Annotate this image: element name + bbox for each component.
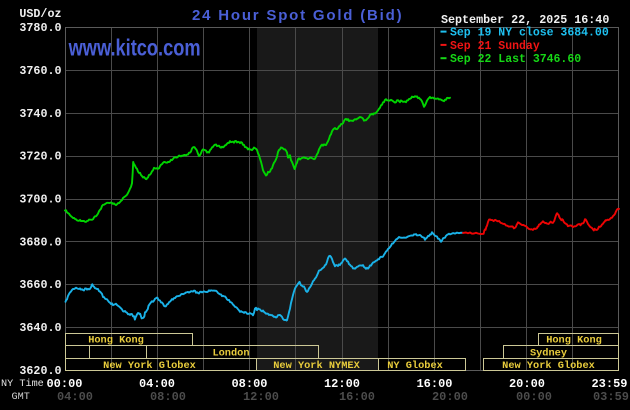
svg-text:3620.0: 3620.0	[19, 364, 61, 378]
svg-text:12:00: 12:00	[324, 377, 360, 391]
svg-text:3680.0: 3680.0	[19, 235, 61, 249]
svg-text:04:00: 04:00	[139, 377, 175, 391]
svg-text:NY Globex: NY Globex	[387, 360, 443, 372]
svg-text:20:00: 20:00	[509, 377, 545, 391]
svg-text:04:00: 04:00	[57, 390, 93, 404]
svg-text:16:00: 16:00	[416, 377, 452, 391]
svg-text:www.kitco.com: www.kitco.com	[68, 35, 201, 61]
svg-text:03:59: 03:59	[593, 390, 629, 404]
svg-text:3640.0: 3640.0	[19, 321, 61, 335]
svg-text:12:00: 12:00	[243, 390, 279, 404]
svg-text:New York Globex: New York Globex	[502, 360, 595, 372]
svg-text:Sep 21 Sunday: Sep 21 Sunday	[450, 40, 540, 53]
svg-text:Hong Kong: Hong Kong	[546, 335, 602, 347]
svg-text:3660.0: 3660.0	[19, 278, 61, 292]
svg-text:GMT: GMT	[12, 392, 30, 403]
svg-text:Sydney: Sydney	[530, 347, 567, 359]
svg-text:New York Globex: New York Globex	[103, 360, 196, 372]
svg-text:24 Hour Spot Gold (Bid): 24 Hour Spot Gold (Bid)	[192, 7, 403, 24]
svg-text:London: London	[212, 347, 249, 359]
svg-text:00:00: 00:00	[516, 390, 552, 404]
svg-text:08:00: 08:00	[150, 390, 186, 404]
svg-text:08:00: 08:00	[231, 377, 267, 391]
svg-text:3780.0: 3780.0	[19, 21, 61, 35]
svg-text:3720.0: 3720.0	[19, 150, 61, 164]
svg-text:3740.0: 3740.0	[19, 107, 61, 121]
svg-text:Hong Kong: Hong Kong	[88, 335, 144, 347]
svg-text:USD/oz: USD/oz	[19, 7, 61, 21]
svg-text:23:59: 23:59	[591, 377, 627, 391]
svg-text:Sep 22 Last 3746.60: Sep 22 Last 3746.60	[450, 53, 581, 66]
svg-text:16:00: 16:00	[339, 390, 375, 404]
svg-text:Sep 19 NY close 3684.00: Sep 19 NY close 3684.00	[450, 27, 609, 40]
svg-text:New York NYMEX: New York NYMEX	[273, 360, 360, 372]
svg-text:3760.0: 3760.0	[19, 64, 61, 78]
svg-text:September 22, 2025 16:40: September 22, 2025 16:40	[441, 13, 609, 27]
svg-text:00:00: 00:00	[46, 377, 82, 391]
svg-text:3700.0: 3700.0	[19, 193, 61, 207]
svg-text:20:00: 20:00	[432, 390, 468, 404]
svg-text:NY Time: NY Time	[1, 378, 44, 390]
